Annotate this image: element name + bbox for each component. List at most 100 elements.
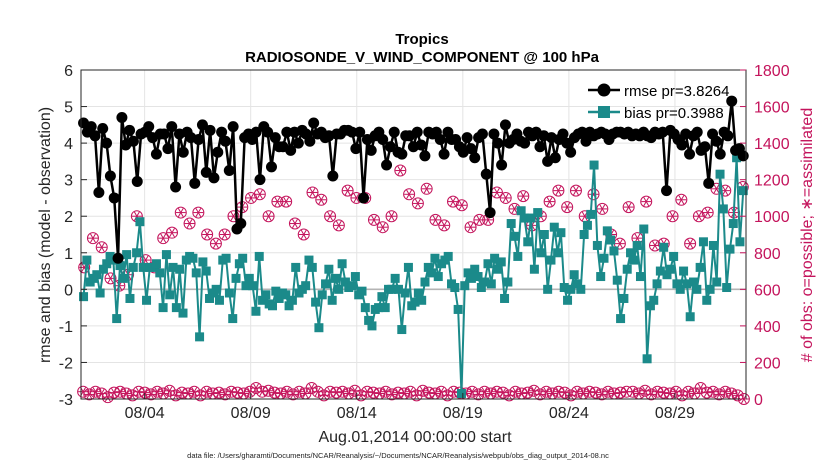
obs-assimilated-marker — [421, 184, 432, 194]
obs-low-star-stroke — [506, 390, 513, 400]
obs-assimilated-marker — [404, 189, 415, 199]
bias-marker — [403, 262, 413, 272]
rmse-marker — [476, 128, 488, 140]
bias-marker — [519, 213, 529, 223]
rmse-marker — [354, 126, 366, 138]
obs-possible-marker — [552, 184, 565, 197]
obs-possible-marker — [499, 191, 512, 204]
obs-low-marker — [503, 389, 516, 402]
bias-marker — [589, 160, 599, 170]
obs-assimilated-marker — [448, 197, 459, 207]
obs-low-marker — [250, 382, 263, 395]
obs-low-star — [201, 387, 212, 397]
y-tick-label: -2 — [59, 355, 73, 372]
obs-star-stroke — [423, 184, 430, 194]
obs-assimilated-marker — [544, 197, 555, 207]
obs-possible-marker — [394, 164, 407, 177]
bias-marker — [582, 220, 592, 230]
obs-low-star — [251, 383, 262, 393]
rmse-marker — [411, 126, 423, 138]
obs-low-star-stroke — [259, 387, 266, 397]
rmse-marker — [193, 133, 205, 145]
obs-low-star — [603, 387, 614, 397]
obs-assimilated-marker — [167, 228, 177, 238]
obs-low-star — [374, 388, 385, 399]
rmse-marker — [565, 146, 577, 158]
bias-marker — [672, 279, 682, 289]
obs-star-stroke — [520, 191, 527, 201]
y-tick-label: 2 — [64, 209, 73, 226]
bias-marker — [513, 251, 523, 261]
bias-marker — [529, 264, 539, 274]
obs-assimilated-marker — [316, 195, 327, 205]
obs-possible-marker — [201, 228, 214, 241]
rmse-marker — [496, 159, 508, 171]
bias-marker — [321, 279, 331, 289]
obs-possible-marker — [209, 237, 222, 250]
legend: rmse pr=3.8264 bias pr=0.3988 — [588, 83, 729, 122]
rmse-marker — [358, 192, 370, 204]
bias-marker — [708, 240, 718, 250]
bias-marker — [433, 272, 443, 282]
rmse-marker — [461, 132, 473, 144]
obs-assimilated-marker — [377, 222, 388, 232]
obs-star-stroke — [335, 220, 342, 230]
obs-assimilated-marker — [368, 215, 379, 225]
chart-subtitle: RADIOSONDE_V_WIND_COMPONENT @ 100 hPa — [245, 49, 600, 66]
bias-marker — [715, 169, 725, 179]
obs-low-marker — [534, 388, 547, 401]
obs-low-star — [541, 387, 552, 397]
rmse-marker — [112, 252, 124, 264]
bias-marker — [307, 262, 317, 272]
y2-axis-label: # of obs: o=possible; ∗=assimilated — [799, 108, 816, 362]
bias-marker — [241, 281, 251, 291]
obs-low-star — [183, 388, 194, 399]
obs-low-star — [504, 390, 515, 400]
bias-marker — [211, 284, 221, 294]
obs-star-stroke — [160, 233, 167, 243]
rmse-marker — [561, 137, 573, 149]
obs-star-stroke — [169, 228, 175, 238]
axis-ticks: -3 -2 -1 0 1 2 3 4 5 6 0 200 400 600 800 1000 1200 1400 16… — [59, 63, 790, 422]
obs-star-stroke — [204, 229, 211, 240]
obs-low-star — [318, 390, 329, 400]
obs-low-marker — [305, 382, 318, 395]
bias-marker — [619, 293, 629, 303]
obs-low-star — [442, 390, 453, 400]
obs-low-star — [312, 387, 323, 397]
rmse-marker — [166, 121, 178, 133]
obs-assimilated-marker — [518, 191, 529, 201]
rmse-marker — [85, 121, 97, 133]
rmse-marker — [396, 148, 408, 160]
legend-bias-marker — [598, 106, 610, 118]
bias-marker — [118, 273, 128, 283]
obs-low-star-stroke — [296, 387, 303, 397]
obs-low-star-stroke — [209, 388, 216, 399]
obs-low-star — [430, 388, 441, 399]
obs-low-marker — [669, 385, 682, 398]
bias-marker — [151, 259, 161, 269]
rmse-marker — [265, 161, 277, 173]
y2-tick-label: 1400 — [754, 136, 790, 153]
obs-low-star-stroke — [104, 392, 111, 402]
rmse-marker — [499, 119, 511, 131]
bias-marker — [712, 277, 722, 287]
bias-marker — [221, 253, 231, 263]
obs-possible-marker — [104, 272, 117, 285]
bias-marker — [168, 262, 178, 272]
rmse-marker — [737, 150, 749, 162]
bias-marker — [503, 277, 513, 287]
obs-low-star — [590, 388, 601, 398]
rmse-marker — [469, 152, 481, 164]
obs-low-star — [522, 388, 533, 398]
bias-marker — [563, 295, 573, 305]
rmse-marker — [384, 141, 396, 153]
obs-star-stroke — [248, 193, 254, 203]
bias-marker — [669, 251, 679, 261]
y2-tick-label: 1800 — [754, 63, 790, 80]
obs-possible-marker — [192, 206, 205, 219]
obs-low-star — [306, 383, 317, 393]
obs-star-stroke — [713, 184, 720, 194]
obs-star-stroke — [546, 197, 553, 207]
obs-low-star-stroke — [407, 387, 414, 397]
